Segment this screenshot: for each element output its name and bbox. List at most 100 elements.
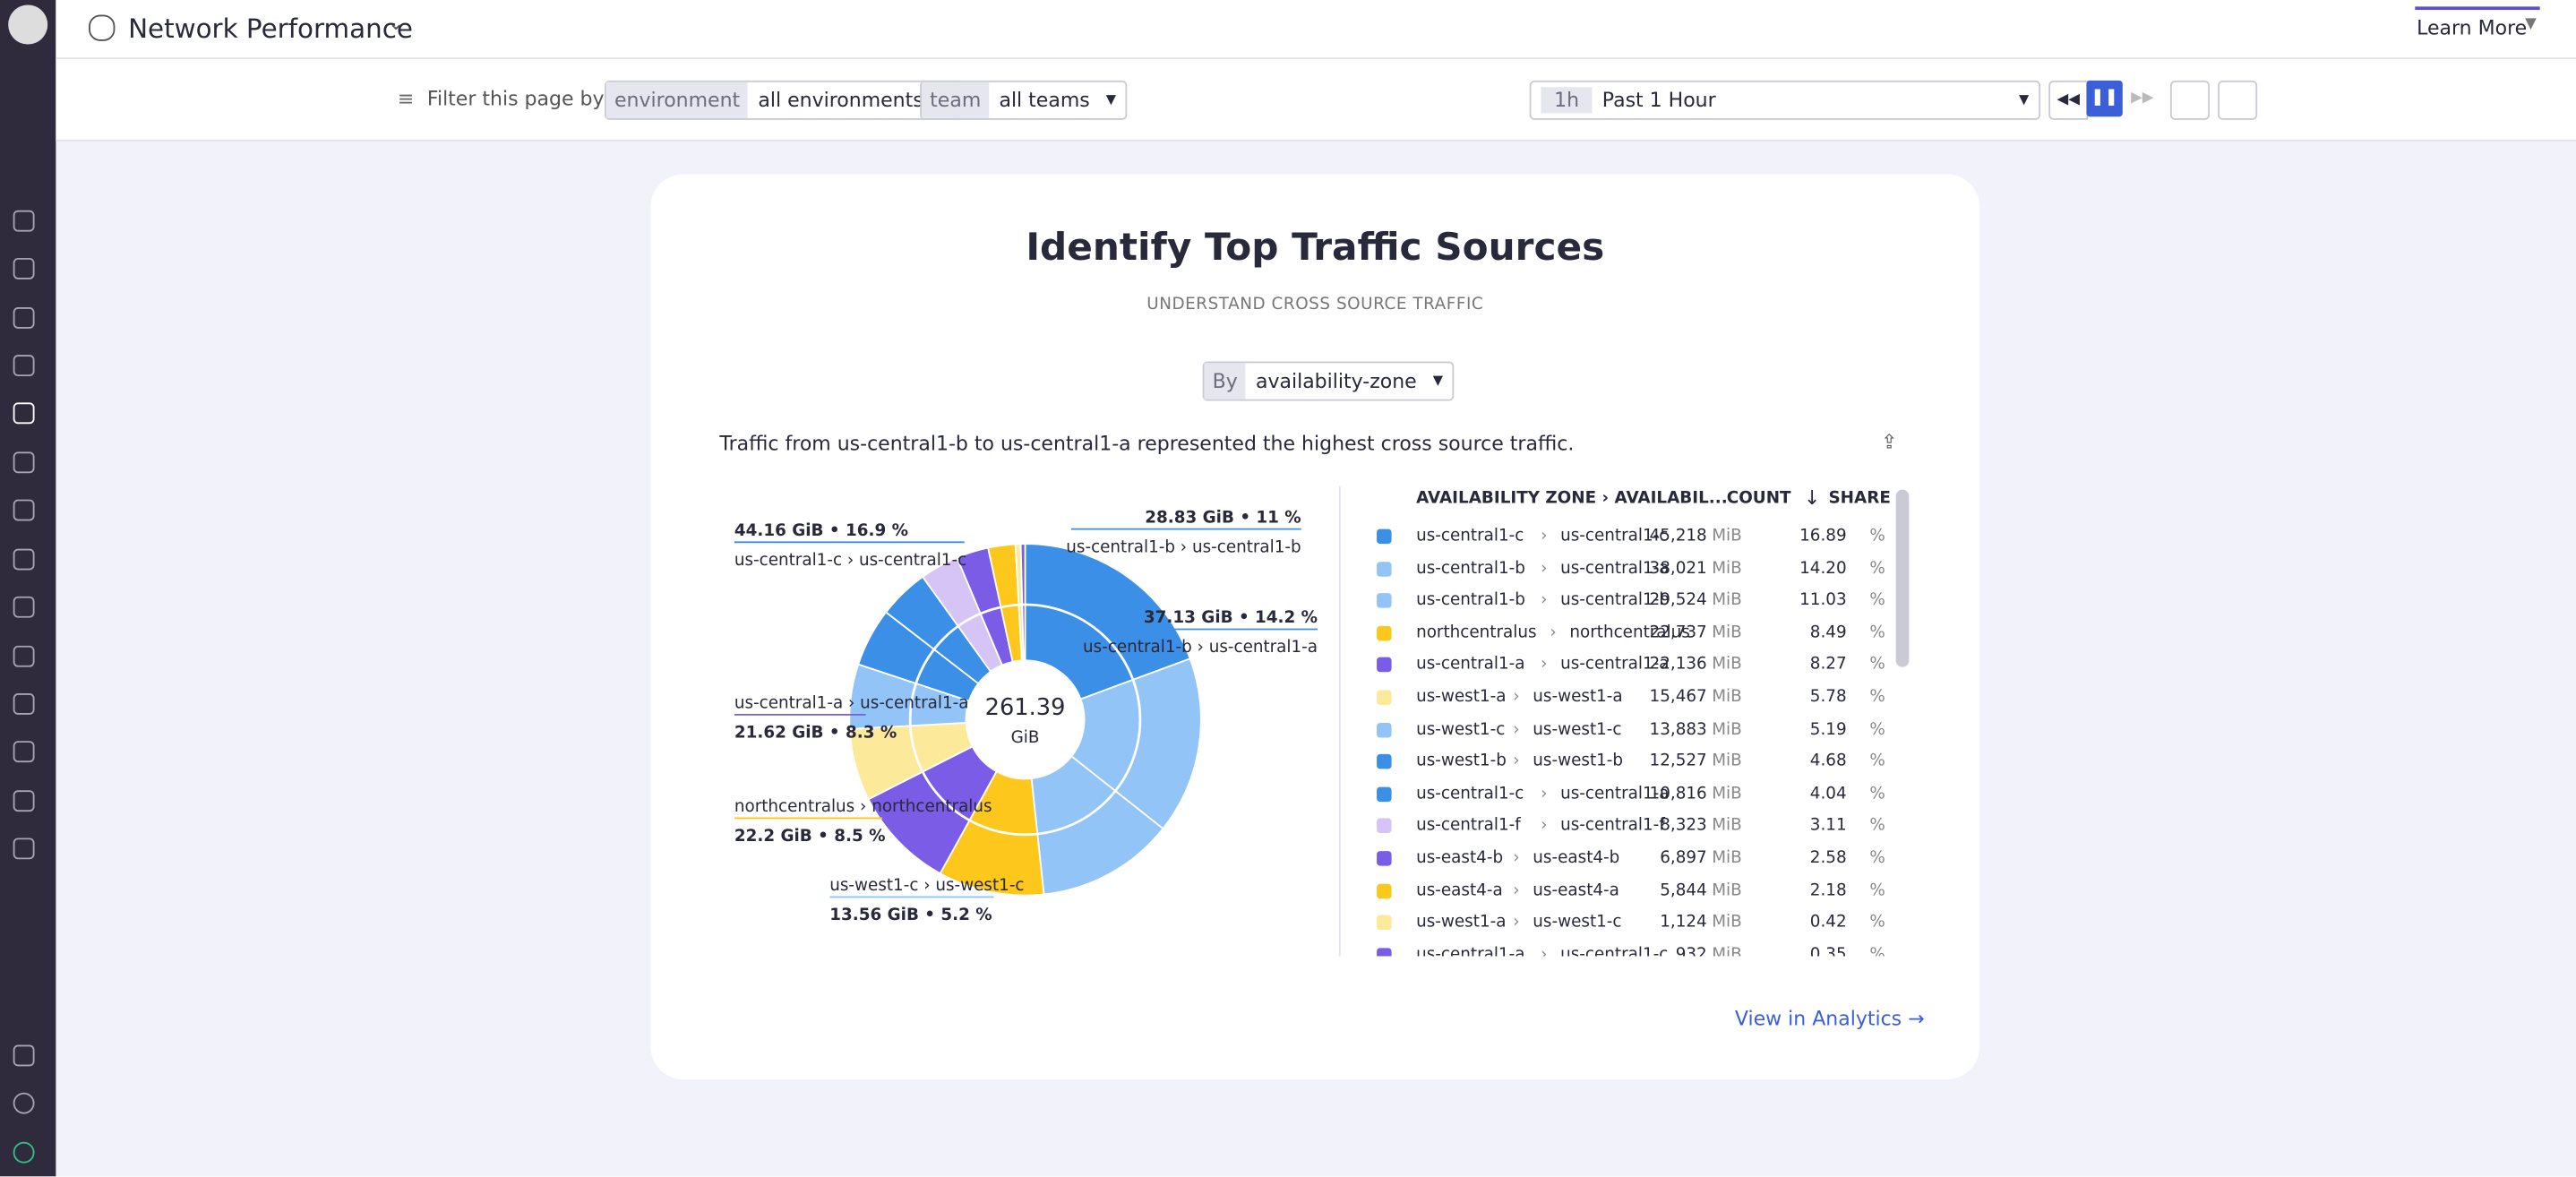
zoom-out-button[interactable] bbox=[2169, 80, 2210, 120]
nav-icon[interactable] bbox=[13, 596, 35, 618]
count-unit: MiB bbox=[1712, 527, 1742, 546]
separator: › bbox=[1541, 527, 1548, 546]
count: 10,816 bbox=[1649, 785, 1707, 803]
separator: › bbox=[1550, 623, 1557, 642]
filter-value: all environments bbox=[758, 89, 923, 112]
nav-icon[interactable] bbox=[13, 548, 35, 571]
nav-icon[interactable] bbox=[13, 451, 35, 474]
count: 8,323 bbox=[1660, 817, 1707, 836]
separator: › bbox=[1541, 817, 1548, 836]
table: AVAILABILITY ZONE › AVAILABIL... COUNT ↓… bbox=[1338, 485, 1916, 957]
separator: › bbox=[1541, 785, 1548, 803]
color-swatch bbox=[1377, 915, 1392, 931]
nav-icon[interactable] bbox=[13, 645, 35, 667]
nav-icon[interactable] bbox=[13, 693, 35, 715]
share-unit: % bbox=[1869, 688, 1885, 707]
table-row: us-central1-f › us-central1-f 8,323 MiB 3.11% bbox=[1341, 811, 1900, 842]
table-row: us-central1-a › us-central1-c 932 MiB 0.35% bbox=[1341, 940, 1900, 957]
table-row: us-west1-a › us-west1-a 15,467 MiB 5.78% bbox=[1341, 682, 1900, 713]
color-swatch bbox=[1377, 722, 1392, 737]
table-row: us-west1-b › us-west1-b 12,527 MiB 4.68% bbox=[1341, 746, 1900, 778]
share: 4.04 bbox=[1809, 785, 1847, 803]
count: 22,737 bbox=[1649, 623, 1707, 642]
count: 12,527 bbox=[1649, 752, 1707, 771]
target: us-east4-a bbox=[1533, 881, 1619, 900]
separator: › bbox=[1513, 849, 1520, 868]
forward-button[interactable]: ▶▶ bbox=[2131, 90, 2154, 107]
share: 2.58 bbox=[1809, 849, 1847, 868]
target: us-west1-a bbox=[1533, 688, 1623, 707]
sunburst-slice bbox=[867, 745, 998, 875]
page-title[interactable]: Network Performance bbox=[128, 13, 413, 45]
scrollbar[interactable] bbox=[1895, 489, 1910, 667]
rewind-button[interactable]: ◀◀ bbox=[2048, 80, 2089, 120]
filter-pill[interactable]: team all teams ▼ bbox=[920, 80, 1128, 120]
color-swatch bbox=[1377, 754, 1392, 769]
count-unit: MiB bbox=[1712, 688, 1742, 707]
nav-icon[interactable] bbox=[13, 741, 35, 763]
nav-icon[interactable] bbox=[13, 838, 35, 860]
count: 932 bbox=[1675, 946, 1707, 957]
pause-button[interactable]: ❚❚ bbox=[2086, 80, 2123, 117]
count: 13,883 bbox=[1649, 720, 1707, 739]
callout-value: 28.83 GiB • 11 % bbox=[1145, 508, 1301, 527]
source: us-west1-a bbox=[1416, 914, 1507, 932]
sort-icon[interactable]: ↓ bbox=[1803, 485, 1821, 510]
separator: › bbox=[1513, 688, 1520, 707]
dropdown-caret[interactable]: ⌄ bbox=[387, 11, 405, 35]
color-swatch bbox=[1377, 690, 1392, 705]
share: 0.42 bbox=[1809, 914, 1847, 932]
ring-divider bbox=[908, 603, 1142, 837]
card bbox=[650, 174, 1980, 1080]
target: us-central1-b bbox=[1560, 591, 1670, 610]
source: us-east4-a bbox=[1416, 881, 1503, 900]
source: us-central1-c bbox=[1416, 527, 1524, 546]
table-row: us-east4-a › us-east4-a 5,844 MiB 2.18% bbox=[1341, 875, 1900, 906]
color-swatch bbox=[1377, 947, 1392, 957]
separator: › bbox=[1541, 656, 1548, 674]
column-header[interactable]: SHARE bbox=[1828, 489, 1891, 508]
target: us-central1-f bbox=[1560, 817, 1665, 836]
share-unit: % bbox=[1869, 817, 1885, 836]
summary: Traffic from us-central1-b to us-central… bbox=[719, 432, 1575, 456]
separator: › bbox=[1541, 591, 1548, 610]
logo[interactable] bbox=[8, 4, 48, 45]
nav-icon[interactable] bbox=[13, 1092, 35, 1114]
callout-label: us-central1-b › us-central1-b bbox=[1066, 537, 1301, 556]
learn-more[interactable]: Learn More bbox=[2417, 16, 2528, 40]
export-icon[interactable]: ⇪ bbox=[1881, 430, 1898, 454]
time-picker[interactable]: 1h Past 1 Hour ▼ bbox=[1529, 80, 2041, 120]
nav-icon[interactable] bbox=[13, 210, 35, 232]
nav-icon[interactable] bbox=[13, 1044, 35, 1067]
color-swatch bbox=[1377, 786, 1392, 802]
count: 22,136 bbox=[1649, 656, 1707, 674]
refresh-button[interactable] bbox=[2218, 80, 2258, 120]
column-header[interactable]: COUNT bbox=[1726, 489, 1791, 508]
count: 15,467 bbox=[1649, 688, 1707, 707]
sunburst-slice bbox=[1070, 657, 1202, 830]
nav-icon[interactable] bbox=[13, 257, 35, 279]
nav-icon[interactable] bbox=[13, 355, 35, 377]
sunburst-slice bbox=[1030, 755, 1164, 896]
count-unit: MiB bbox=[1712, 914, 1742, 932]
filter-value: all teams bbox=[999, 89, 1090, 112]
column-header[interactable]: AVAILABILITY ZONE › AVAILABIL... bbox=[1416, 490, 1728, 508]
callout-label: us-west1-c › us-west1-c bbox=[829, 876, 1024, 895]
nav-icon[interactable] bbox=[13, 306, 35, 329]
table-row: us-east4-b › us-east4-b 6,897 MiB 2.58% bbox=[1341, 843, 1900, 874]
group-by[interactable]: By availability-zone ▼ bbox=[1202, 361, 1455, 401]
nav-icon[interactable] bbox=[13, 1141, 35, 1164]
source: us-west1-a bbox=[1416, 688, 1507, 707]
nav-icon[interactable] bbox=[13, 499, 35, 521]
nav-icon[interactable] bbox=[13, 790, 35, 812]
share: 8.27 bbox=[1809, 656, 1847, 674]
sunburst-slice bbox=[1024, 543, 1191, 700]
nav-icon[interactable] bbox=[13, 402, 35, 425]
table-row: northcentralus › northcentralus 22,737 MiB 8.… bbox=[1341, 617, 1900, 649]
share-unit: % bbox=[1869, 559, 1885, 578]
color-swatch bbox=[1377, 851, 1392, 866]
callout-label: us-central1-c › us-central1-c bbox=[734, 551, 966, 570]
analytics-link[interactable]: View in Analytics → bbox=[1734, 1007, 1925, 1031]
